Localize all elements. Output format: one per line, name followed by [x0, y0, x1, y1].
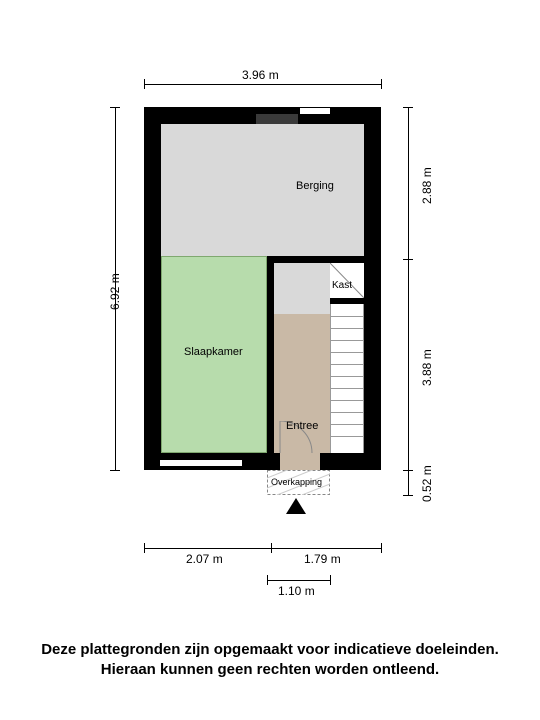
dim-r1-line — [408, 107, 409, 259]
dim-r3-label: 0.52 m — [420, 465, 434, 502]
wall-right — [364, 107, 381, 470]
dim-r3-t1 — [403, 470, 413, 471]
dim-ov-t1 — [267, 575, 268, 585]
int-wall-2 — [267, 256, 364, 263]
dim-r3-t2 — [403, 495, 413, 496]
dim-ov-label: 1.10 m — [278, 584, 315, 598]
door-opening — [280, 453, 320, 470]
dim-left-t2 — [110, 470, 120, 471]
label-berging: Berging — [296, 180, 334, 192]
dim-br-line — [271, 548, 381, 549]
label-slaapkamer: Slaapkamer — [184, 346, 243, 358]
dim-top-label: 3.96 m — [242, 68, 279, 82]
window-bottom — [160, 460, 242, 466]
dim-r1-label: 2.88 m — [420, 167, 434, 204]
dim-r2-t1 — [403, 259, 413, 260]
wall-left — [144, 107, 161, 470]
dim-ov-line — [267, 580, 330, 581]
dim-ov-t2 — [330, 575, 331, 585]
dim-bl-line — [144, 548, 271, 549]
dim-bl-t1 — [144, 543, 145, 553]
caption-line1: Deze plattegronden zijn opgemaakt voor i… — [0, 640, 540, 660]
caption: Deze plattegronden zijn opgemaakt voor i… — [0, 640, 540, 681]
dim-r2-line — [408, 259, 409, 470]
window-top — [300, 108, 330, 114]
dim-top-t2 — [381, 79, 382, 89]
dim-br-t2 — [381, 543, 382, 553]
dim-left-t1 — [110, 107, 120, 108]
dim-r2-label: 3.88 m — [420, 349, 434, 386]
overkapping-container: Overkapping — [267, 470, 330, 495]
label-kast: Kast — [332, 280, 352, 291]
floorplan-stage: Berging Slaapkamer Entree Kast Overkappi… — [0, 0, 540, 720]
int-wall-1 — [267, 256, 274, 457]
dim-r1-t1 — [403, 107, 413, 108]
dim-left-label: 6.92 m — [108, 273, 122, 310]
room-entree-corridor — [274, 256, 330, 314]
caption-line2: Hieraan kunnen geen rechten worden ontle… — [0, 660, 540, 680]
dim-bl-label: 2.07 m — [186, 552, 223, 566]
label-entree: Entree — [286, 420, 318, 432]
dim-br-label: 1.79 m — [304, 552, 341, 566]
entry-arrow-icon — [286, 498, 306, 516]
dim-r3-line — [408, 470, 409, 495]
label-overkapping: Overkapping — [271, 477, 322, 487]
dim-top-line — [144, 84, 381, 85]
dim-top-t1 — [144, 79, 145, 89]
stairs — [330, 304, 364, 453]
dim-br-t1 — [271, 543, 272, 553]
